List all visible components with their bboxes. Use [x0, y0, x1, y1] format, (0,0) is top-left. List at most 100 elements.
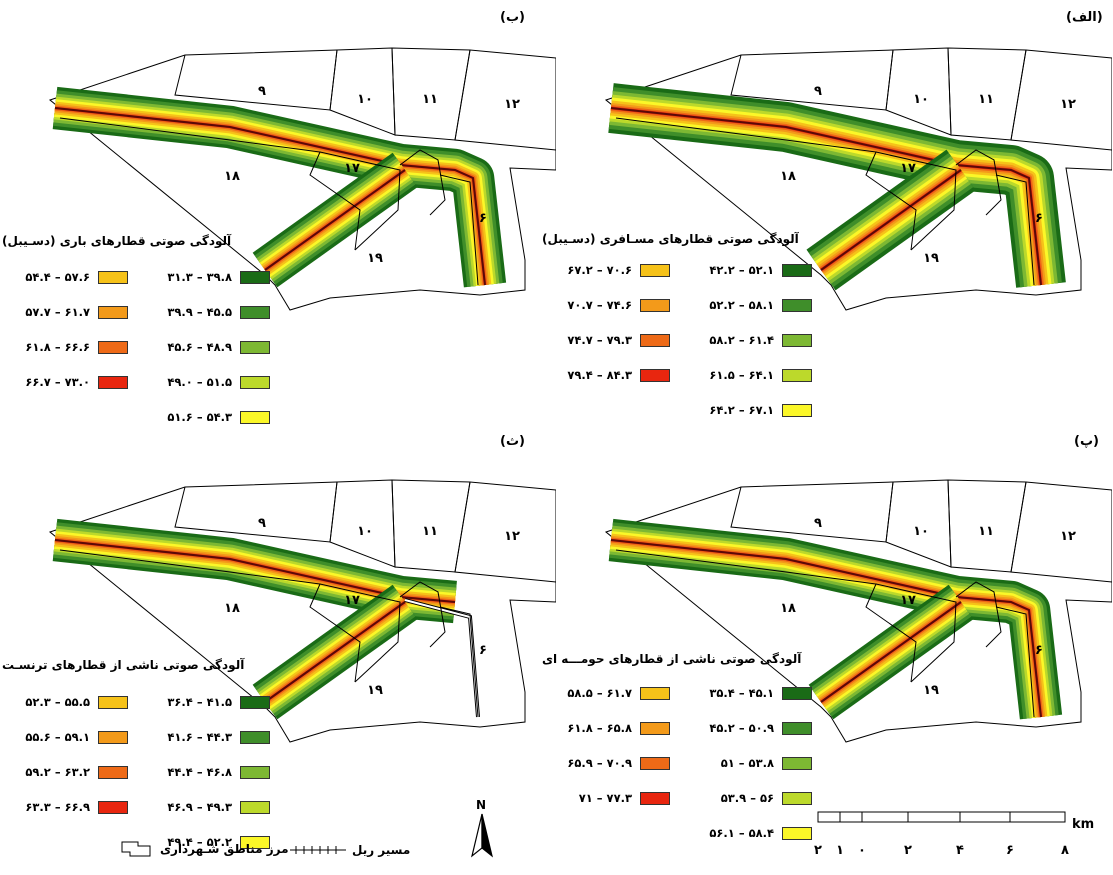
legend-range-label: ۵۸.۲ – ۶۱.۴ [709, 333, 774, 347]
legend: ۳۶.۴ – ۴۱.۵ ۴۱.۶ – ۴۴.۳ ۴۴.۴ – ۴۶.۸ ۴۶.۹ – … [0, 695, 270, 875]
zone-boundary [1010, 481, 1112, 583]
legend-range-label: ۳۱.۳ – ۳۹.۸ [167, 270, 232, 284]
legend-range-label: ۶۱.۵ – ۶۴.۱ [709, 368, 774, 382]
legend-range-label: ۵۸.۵ – ۶۱.۷ [567, 686, 632, 700]
legend-range-label: ۳۹.۹ – ۴۵.۵ [167, 305, 232, 319]
legend-title: آلودگی صوتی ناشی از قطارهای حومـــه ای [542, 652, 802, 666]
legend-item: ۶۶.۷ – ۷۳.۰ [25, 375, 128, 389]
scale-tick-label: ۲ [814, 843, 822, 858]
legend-item: ۷۱ – ۷۷.۳ [579, 791, 670, 805]
legend-item: ۵۸.۵ – ۶۱.۷ [567, 686, 670, 700]
scale-segment [1009, 811, 1066, 823]
zone-label: ۱۲ [504, 529, 520, 544]
panel-se: ۹ ۱۰ ۱۱ ۱۲ ۱۸ ۱۷ ۱۹ ۶ (ث) آلودگی صوتی ناشی از ق… [0, 432, 556, 864]
legend-range-label: ۵۵.۶ – ۵۹.۱ [25, 730, 90, 744]
legend-swatch [240, 730, 270, 744]
map-alef: ۹ ۱۰ ۱۱ ۱۲ ۱۸ ۱۷ ۱۹ ۶ [604, 47, 1112, 311]
legend-item: ۷۰.۷ – ۷۴.۶ [567, 298, 670, 312]
zone-label: ۱۷ [900, 161, 916, 176]
legend-range-label: ۴۹.۰ – ۵۱.۵ [167, 375, 232, 389]
zone-boundary [399, 149, 446, 216]
boundary-legend: مرز مناطق شـهرداری [118, 840, 289, 858]
legend-item: ۷۹.۴ – ۸۴.۳ [567, 368, 670, 382]
north-label: N [476, 798, 487, 812]
panel-label: (پ) [1074, 434, 1099, 449]
zone-boundary [439, 174, 479, 286]
legend-range-label: ۵۶.۱ – ۵۸.۴ [709, 826, 774, 840]
rail-label: مسیر ریل [352, 843, 411, 857]
legend-swatch [782, 333, 812, 347]
legend: ۳۵.۴ – ۴۵.۱ ۴۵.۲ – ۵۰.۹ ۵۱ – ۵۳.۸ ۵۳.۹ – ۵۶… [542, 686, 812, 866]
legend-item: ۴۹.۴ – ۵۲.۲ [167, 835, 270, 849]
zone-boundary [875, 583, 957, 683]
scale-bar-graphic: km۲ ۱ ۰ ۲ ۴ ۶ ۸ [814, 811, 1094, 858]
zone-label: ۶ [479, 211, 487, 226]
legend-range-label: ۵۹.۲ – ۶۳.۲ [25, 765, 90, 779]
legend-item: ۴۱.۶ – ۴۴.۳ [167, 730, 270, 744]
legend-item: ۵۶.۱ – ۵۸.۴ [709, 826, 812, 840]
legend-swatch [640, 721, 670, 735]
map-se: ۹ ۱۰ ۱۱ ۱۲ ۱۸ ۱۷ ۱۹ ۶ [48, 479, 556, 743]
scale-unit: km [1072, 817, 1094, 832]
legend-item: ۶۱.۸ – ۶۶.۶ [25, 340, 128, 354]
zone-label: ۹ [814, 84, 822, 99]
boundary-symbol [121, 841, 151, 857]
legend-range-label: ۵۲.۲ – ۵۸.۱ [709, 298, 774, 312]
legend-title: آلودگی صوتی ناشی از قطارهای ترنسـت [2, 658, 245, 672]
legend: ۴۲.۲ – ۵۲.۱ ۵۲.۲ – ۵۸.۱ ۵۸.۲ – ۶۱.۴ ۶۱.۵ – … [542, 263, 812, 443]
legend-item: ۵۵.۶ – ۵۹.۱ [25, 730, 128, 744]
legend-swatch [782, 368, 812, 382]
zone-label: ۱۱ [978, 92, 994, 107]
zone-boundary [1010, 49, 1112, 151]
map-pe: ۹ ۱۰ ۱۱ ۱۲ ۱۸ ۱۷ ۱۹ ۶ [604, 479, 1112, 743]
legend-range-label: ۷۰.۷ – ۷۴.۶ [567, 298, 632, 312]
legend-range-label: ۵۲.۳ – ۵۵.۵ [25, 695, 90, 709]
legend-swatch [640, 791, 670, 805]
legend-range-label: ۴۹.۴ – ۵۲.۲ [167, 835, 232, 849]
legend-swatch [782, 756, 812, 770]
legend-swatch [782, 263, 812, 277]
legend-range-label: ۶۴.۲ – ۶۷.۱ [709, 403, 774, 417]
legend-item: ۶۴.۲ – ۶۷.۱ [709, 403, 812, 417]
rail-symbol [290, 846, 346, 854]
zone-label: ۱۰ [913, 524, 929, 539]
scale-segment [907, 811, 961, 823]
legend-item: ۵۲.۳ – ۵۵.۵ [25, 695, 128, 709]
north-arrow-icon [471, 813, 493, 858]
legend-swatch [782, 826, 812, 840]
zone-boundary [59, 117, 361, 251]
legend-swatch [640, 333, 670, 347]
rail-line [54, 107, 486, 286]
legend-item: ۵۴.۴ – ۵۷.۶ [25, 270, 128, 284]
legend-range-label: ۵۱.۶ – ۵۴.۳ [167, 410, 232, 424]
legend-item: ۳۶.۴ – ۴۱.۵ [167, 695, 270, 709]
zone-label: ۱۰ [357, 92, 373, 107]
legend-range-label: ۶۷.۲ – ۷۰.۶ [567, 263, 632, 277]
legend-item: ۴۵.۶ – ۴۸.۹ [167, 340, 270, 354]
legend-swatch [640, 686, 670, 700]
legend-item: ۵۷.۷ – ۶۱.۷ [25, 305, 128, 319]
zone-label: ۱۸ [224, 169, 240, 184]
boundary-label: مرز مناطق شـهرداری [160, 842, 289, 856]
zone-label: ۹ [814, 516, 822, 531]
zone-boundary [319, 151, 401, 251]
legend: ۳۱.۳ – ۳۹.۸ ۳۹.۹ – ۴۵.۵ ۴۵.۶ – ۴۸.۹ ۴۹.۰ – … [0, 270, 270, 450]
legend-swatch [240, 800, 270, 814]
scale-tick-label: ۶ [1006, 843, 1014, 858]
legend-swatch [782, 791, 812, 805]
zone-label: ۱۲ [504, 97, 520, 112]
zone-label: ۶ [1035, 643, 1043, 658]
north-arrow: N [464, 798, 504, 858]
scale-tick-label: ۱ [836, 843, 844, 858]
legend-swatch [240, 835, 270, 849]
legend-range-label: ۴۴.۴ – ۴۶.۸ [167, 765, 232, 779]
legend-range-label: ۷۱ – ۷۷.۳ [578, 791, 632, 805]
legend-item: ۵۲.۲ – ۵۸.۱ [709, 298, 812, 312]
zone-label: ۱۱ [978, 524, 994, 539]
legend-range-label: ۴۶.۹ – ۴۹.۳ [167, 800, 232, 814]
legend-range-label: ۳۶.۴ – ۴۱.۵ [167, 695, 232, 709]
legend-swatch [782, 721, 812, 735]
panel-be: ۹ ۱۰ ۱۱ ۱۲ ۱۸ ۱۷ ۱۹ ۶ (ب) آلودگی صوتی قطارهای ب… [0, 0, 556, 432]
scale-segment [959, 811, 1011, 823]
legend-swatch [240, 410, 270, 424]
